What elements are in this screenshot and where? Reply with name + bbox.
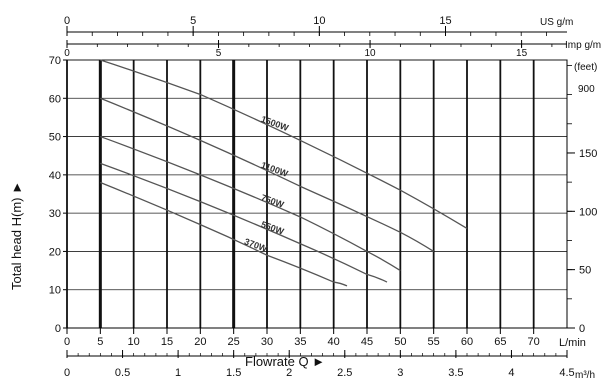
m3h-tick-label: 1 [175,367,181,379]
x-tick-label: 15 [161,336,173,348]
x-tick-label: 55 [428,336,440,348]
y-tick-label: 10 [49,285,61,297]
curve-1100W [100,97,435,252]
us-gpm-tick-label: 0 [64,15,70,27]
curve-label-750W: 750W [260,192,286,210]
y-tick-label: 50 [49,132,61,144]
y-tick-label: 20 [49,246,61,258]
curve-750W [100,135,401,272]
y-axis-title: Total head H(m) ► [9,181,24,290]
us-gpm-tick-label: 15 [439,15,451,27]
curve-label-1100W: 1100W [260,160,290,179]
imp-gpm-tick-label: 0 [64,48,70,59]
curve-550W [100,162,388,283]
m3h-tick-label: 2.5 [337,367,352,379]
top-axis1-label: US g/m [540,17,573,28]
top-axis2-label: Imp g/m [565,40,601,51]
m3h-tick-label: 3 [397,367,403,379]
feet-tick-label: 0 [579,323,585,335]
curve-370W [100,181,348,287]
x-tick-label: 0 [64,336,70,348]
x-axis-title: Flowrate Q ► [245,354,325,369]
grid [63,26,575,358]
bottom-axis2-unit: m³/h [575,370,595,381]
curve-label-550W: 550W [260,219,286,237]
us-gpm-tick-label: 10 [313,15,325,27]
x-tick-label: 10 [128,336,140,348]
y-tick-label: 70 [49,55,61,67]
x-tick-label: 25 [228,336,240,348]
right-axis-label-top2: 900 [578,84,595,95]
imp-gpm-tick-label: 5 [216,48,222,59]
y-tick-label: 40 [49,170,61,182]
y-tick-label: 30 [49,208,61,220]
us-gpm-tick-label: 5 [190,15,196,27]
m3h-tick-label: 3.5 [448,367,463,379]
curve-1500W [100,59,468,230]
right-axis-label-top: (feet) [574,62,597,73]
x-tick-label: 45 [361,336,373,348]
x-tick-label: 30 [261,336,273,348]
feet-tick-label: 100 [579,206,597,218]
m3h-tick-label: 4 [508,367,514,379]
y-tick-label: 60 [49,93,61,105]
m3h-tick-label: 4.5 [559,367,574,379]
x-tick-label: 70 [528,336,540,348]
x-tick-label: 40 [328,336,340,348]
x-tick-label: 5 [97,336,103,348]
feet-tick-label: 150 [579,148,597,160]
imp-gpm-tick-label: 10 [365,48,377,59]
feet-tick-label: 50 [579,265,591,277]
x-tick-label: 20 [194,336,206,348]
imp-gpm-tick-label: 15 [516,48,528,59]
m3h-tick-label: 2 [286,367,292,379]
x-tick-label: 60 [461,336,473,348]
x-unit-label: L/min [559,337,586,349]
x-tick-label: 65 [494,336,506,348]
x-tick-label: 50 [394,336,406,348]
curve-label-1500W: 1500W [260,114,291,133]
y-tick-label: 0 [55,323,61,335]
m3h-tick-label: 0.5 [115,367,130,379]
m3h-tick-label: 0 [64,367,70,379]
x-tick-label: 35 [294,336,306,348]
m3h-tick-label: 1.5 [226,367,241,379]
